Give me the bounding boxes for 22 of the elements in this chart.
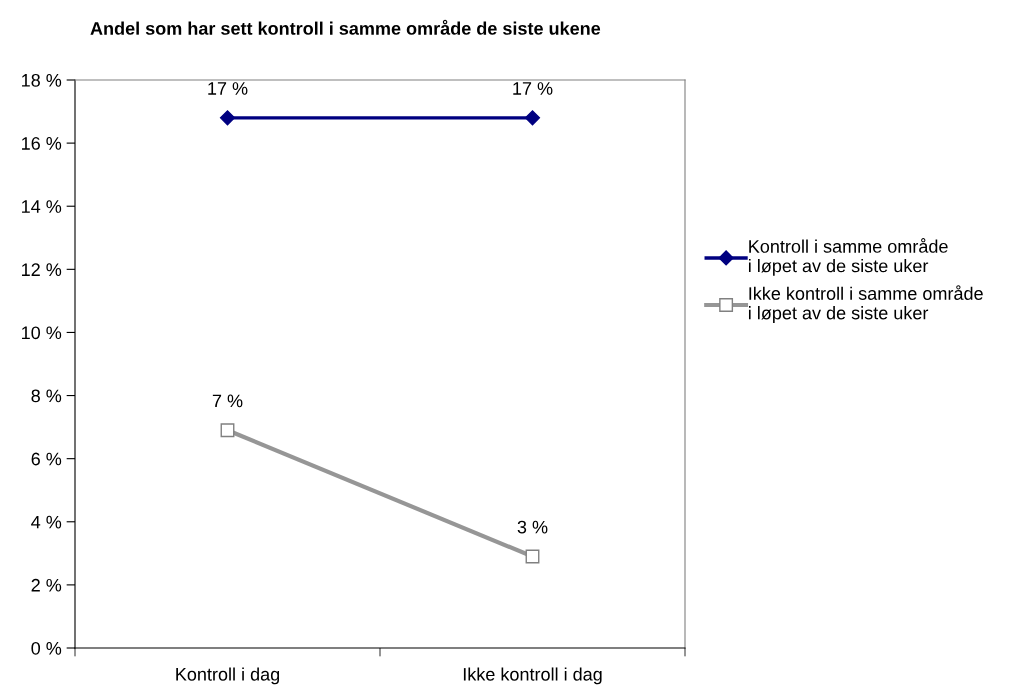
y-tick-label: 0 % bbox=[31, 641, 62, 655]
y-tick-label: 2 % bbox=[31, 578, 62, 592]
chart-title: Andel som har sett kontroll i samme område de siste ukene bbox=[90, 19, 601, 35]
y-tick-label: 16 % bbox=[22, 137, 62, 150]
x-tick-label: Ikke kontroll i dag bbox=[463, 667, 602, 685]
x-tick-label: Kontroll i dag bbox=[176, 667, 280, 685]
point bbox=[219, 110, 236, 126]
y-tick-label: 12 % bbox=[22, 263, 62, 276]
legend-label: Ikke kontroll i samme område i løpet av de siste uker bbox=[748, 285, 983, 323]
y-tick-label: 14 % bbox=[22, 200, 62, 213]
data-label: 3 % bbox=[517, 520, 548, 534]
point bbox=[220, 423, 235, 438]
point bbox=[524, 110, 541, 126]
y-tick-label: 18 % bbox=[22, 73, 62, 87]
data-label: 17 % bbox=[513, 82, 553, 95]
y-tick-label: 8 % bbox=[31, 389, 62, 403]
y-tick-label: 6 % bbox=[31, 452, 62, 466]
data-label: 17 % bbox=[208, 82, 248, 95]
y-tick-label: 4 % bbox=[31, 515, 62, 529]
y-tick-label: 10 % bbox=[22, 326, 62, 340]
legend-label: Kontroll i samme område i løpet av de siste uker bbox=[748, 238, 948, 276]
data-label: 7 % bbox=[212, 394, 243, 408]
